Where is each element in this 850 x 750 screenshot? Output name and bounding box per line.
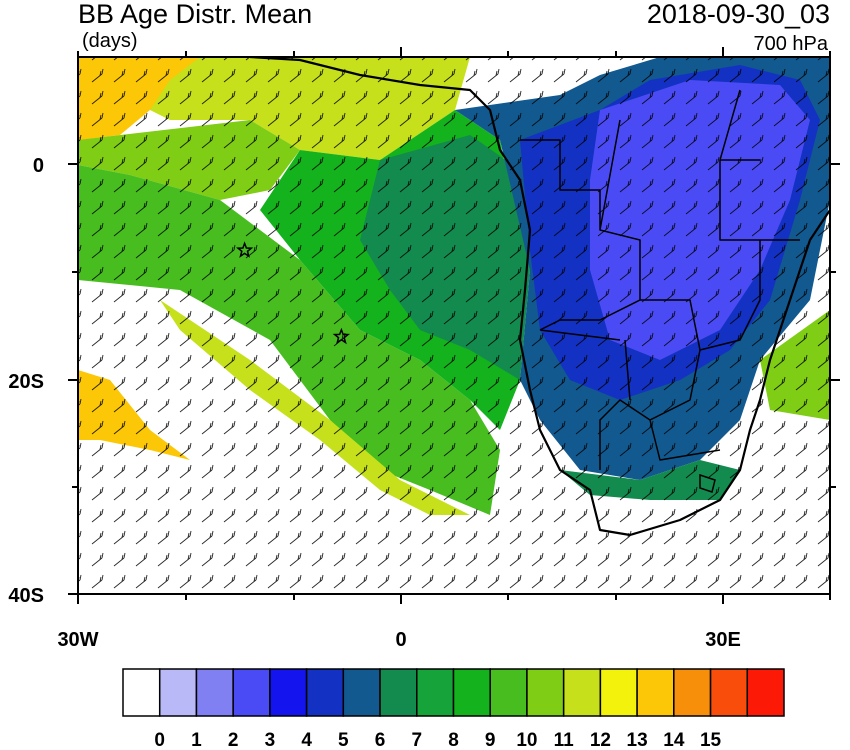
colorbar-label: 5 — [338, 730, 349, 750]
colorbar-swatch — [452, 668, 491, 717]
colorbar-swatch — [562, 668, 602, 717]
colorbar-label: 11 — [554, 730, 575, 750]
colorbar-label: 0 — [154, 730, 165, 750]
lat-label-40s: 40S — [8, 585, 44, 607]
colorbar-swatch — [709, 668, 749, 717]
valid-time: 2018-09-30_03 — [646, 0, 830, 29]
plot-frame — [77, 56, 831, 595]
colorbar-swatch — [269, 668, 308, 717]
colorbar-swatch — [489, 668, 528, 717]
colorbar-swatch — [305, 668, 345, 717]
colorbar-label: 10 — [516, 730, 537, 750]
lon-label-30w: 30W — [57, 629, 98, 651]
colorbar-swatch — [636, 668, 675, 717]
colorbar-label: 2 — [228, 730, 239, 750]
lat-label-20s: 20S — [8, 371, 44, 393]
site-markers — [235, 241, 351, 345]
colorbar-swatch — [379, 668, 418, 717]
colorbar-label: 7 — [411, 730, 422, 750]
colorbar-label: 6 — [375, 730, 386, 750]
colorbar-swatch — [122, 668, 161, 717]
colorbar-label: 4 — [301, 730, 312, 750]
colorbar-label: 1 — [191, 730, 202, 750]
pressure-level: 700 hPa — [753, 33, 828, 55]
map-title: BB Age Distr. Mean — [78, 0, 313, 29]
colorbar-label: 3 — [265, 730, 276, 750]
colorbar-label: 9 — [485, 730, 496, 750]
colorbar-swatch — [158, 668, 198, 717]
tick-marks — [68, 47, 840, 604]
lat-label-0: 0 — [33, 155, 44, 177]
colorbar-swatch — [746, 668, 785, 717]
colorbar-swatch — [673, 668, 712, 717]
lon-label-30e: 30E — [705, 629, 741, 651]
colorbar-swatch — [526, 668, 565, 717]
units-label: (days) — [82, 30, 138, 52]
lon-label-0: 0 — [395, 629, 406, 651]
colorbar-label: 12 — [590, 730, 611, 750]
colorbar-label: 15 — [700, 730, 722, 750]
colorbar-label: 14 — [663, 730, 685, 750]
colorbar-swatch — [416, 668, 455, 717]
site-star-1 — [235, 241, 254, 258]
colorbar-swatch — [599, 668, 638, 717]
colorbar-swatch — [195, 668, 234, 717]
colorbar-label: 8 — [448, 730, 459, 750]
colorbar-swatch — [232, 668, 271, 717]
site-star-2 — [332, 327, 351, 345]
colorbar-swatch — [342, 668, 381, 717]
colorbar: 0 1 2 3 4 5 6 7 8 9 10 11 12 13 14 15 — [122, 668, 785, 750]
colorbar-label: 13 — [627, 730, 648, 750]
shaded-field — [78, 57, 830, 594]
